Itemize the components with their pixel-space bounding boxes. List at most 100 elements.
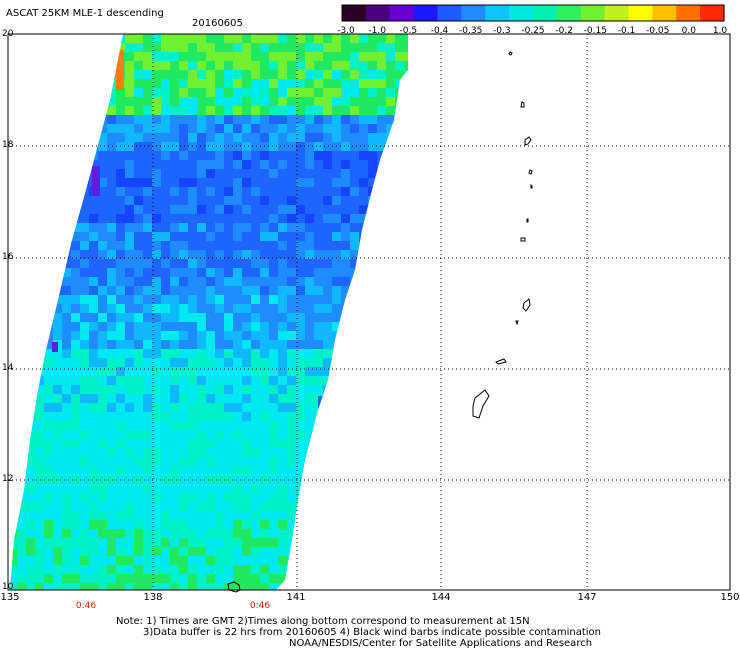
swath-cell [44, 583, 54, 590]
swath-cell [368, 457, 378, 467]
swath-cell [10, 583, 18, 590]
swath-cell [251, 250, 261, 260]
swath-cell [341, 178, 351, 188]
swath-cell [44, 43, 54, 53]
swath-cell [377, 151, 387, 161]
swath-cell [377, 583, 387, 590]
swath-cell [10, 196, 18, 206]
swath-cell [260, 583, 270, 590]
swath-cell [404, 367, 408, 377]
swath-cell [89, 421, 99, 431]
swath-cell [368, 241, 378, 251]
swath-cell [152, 457, 162, 467]
swath-cell [332, 79, 342, 89]
swath-cell [260, 511, 270, 521]
swath-cell [26, 295, 36, 305]
swath-cell [314, 277, 324, 287]
swath-cell [278, 439, 288, 449]
swath-cell [233, 313, 243, 323]
swath-cell [251, 547, 261, 557]
swath-cell [323, 385, 333, 395]
swath-cell [134, 349, 144, 359]
swath-cell [35, 313, 45, 323]
swath-cell [179, 511, 189, 521]
swath-cell [134, 448, 144, 458]
colorbar-tick-label: -0.15 [583, 26, 607, 36]
swath-cell [197, 214, 207, 224]
swath-cell [269, 484, 279, 494]
swath-cell [179, 97, 189, 107]
swath-cell [53, 520, 63, 530]
swath-cell [71, 34, 81, 44]
swath-cell [62, 241, 72, 251]
swath-cell [350, 412, 360, 422]
swath-cell [233, 250, 243, 260]
swath-cell [134, 142, 144, 152]
swath-cell [98, 205, 108, 215]
swath-cell [125, 106, 135, 116]
swath-cell [98, 547, 108, 557]
swath-cell [206, 574, 216, 584]
swath-cell [143, 349, 153, 359]
swath-cell [305, 502, 315, 512]
swath-cell [377, 106, 387, 116]
swath-cell [62, 43, 72, 53]
swath-cell [44, 376, 54, 386]
swath-cell [161, 304, 171, 314]
swath-cell [107, 538, 117, 548]
swath-cell [350, 79, 360, 89]
colorbar [341, 4, 725, 22]
swath-cell [386, 538, 396, 548]
swath-cell [350, 52, 360, 62]
swath-cell [332, 286, 342, 296]
swath-cell [377, 493, 387, 503]
swath-cell [314, 412, 324, 422]
swath-cell [206, 250, 216, 260]
swath-cell [98, 70, 108, 80]
swath-cell [296, 232, 306, 242]
colorbar-tick-label: -0.1 [617, 26, 636, 36]
swath-cell [98, 583, 108, 590]
swath-cell [377, 115, 387, 125]
swath-cell [395, 538, 405, 548]
swath-cell [215, 412, 225, 422]
swath-cell [215, 574, 225, 584]
swath-cell [233, 547, 243, 557]
swath-cell [215, 286, 225, 296]
swath-cell [215, 232, 225, 242]
swath-cell [53, 241, 63, 251]
swath-cell [296, 421, 306, 431]
swath-cell [89, 538, 99, 548]
swath-cell [179, 547, 189, 557]
swath-cell [71, 475, 81, 485]
swath-cell [17, 502, 27, 512]
swath-cell [278, 241, 288, 251]
swath-cell [251, 241, 261, 251]
swath-cell [161, 133, 171, 143]
swath-cell [161, 439, 171, 449]
swath-cell [62, 178, 72, 188]
swath-cell [98, 349, 108, 359]
colorbar-tick-label: -0.35 [459, 26, 483, 36]
swath-cell [287, 385, 297, 395]
swath-cell [233, 349, 243, 359]
swath-cell [251, 331, 261, 341]
swath-cell [350, 430, 360, 440]
swath-cell [89, 502, 99, 512]
swath-cell [314, 529, 324, 539]
swath-cell [125, 124, 135, 134]
swath-cell [10, 520, 18, 530]
swath-cell [35, 538, 45, 548]
swath-cell [89, 430, 99, 440]
swath-cell [305, 178, 315, 188]
swath-cell [350, 556, 360, 566]
swath-cell [107, 466, 117, 476]
swath-cell [233, 52, 243, 62]
swath-cell [386, 466, 396, 476]
swath-cell [161, 331, 171, 341]
swath-cell [161, 322, 171, 332]
swath-cell [161, 160, 171, 170]
swath-cell [44, 169, 54, 179]
swath-cell [251, 52, 261, 62]
swath-cell [35, 232, 45, 242]
